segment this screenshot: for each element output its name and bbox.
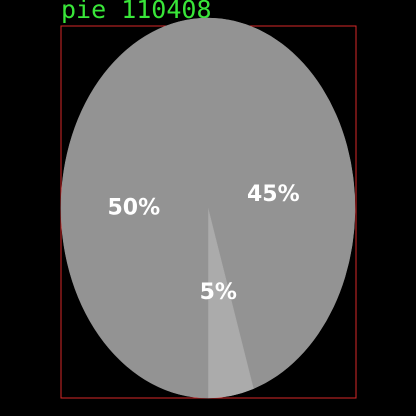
- slice-label: 45%: [247, 182, 300, 207]
- pie-labels: 45% 5% 50%: [107, 182, 299, 305]
- pie-slices: [60, 17, 356, 399]
- pie-slice: [60, 17, 209, 399]
- slice-label: 50%: [107, 196, 160, 221]
- slice-label: 5%: [200, 280, 237, 305]
- pie-slice: [207, 17, 356, 390]
